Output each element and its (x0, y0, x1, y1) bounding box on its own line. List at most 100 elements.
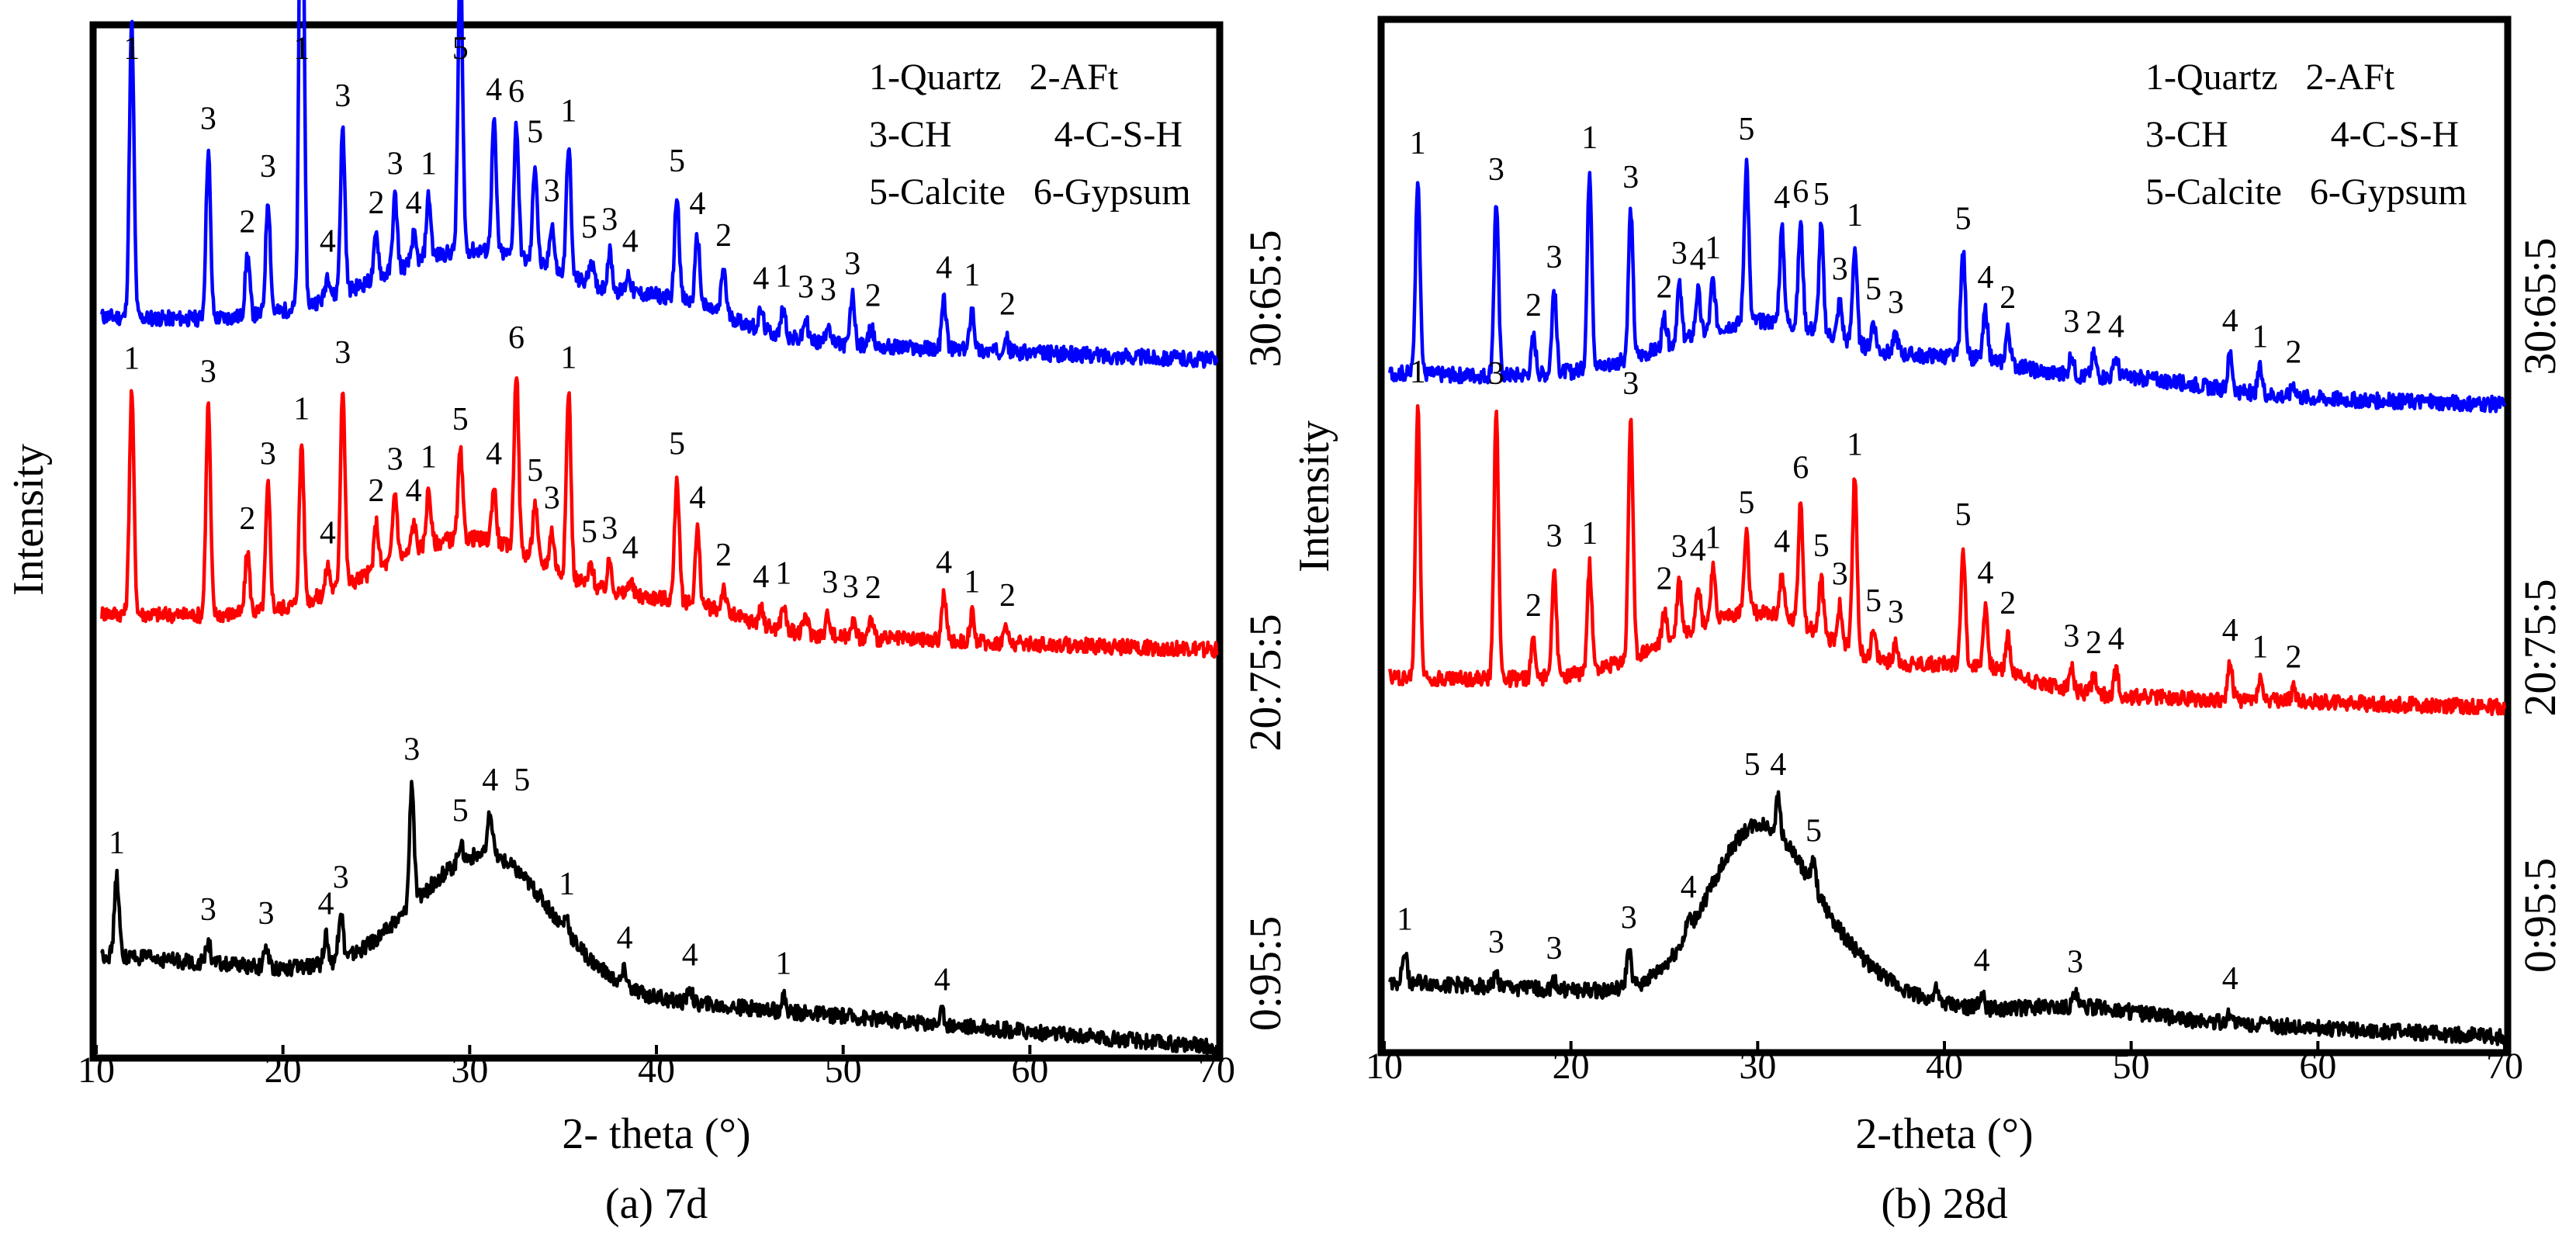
peak-label: 4 (2108, 621, 2124, 657)
peak-label: 4 (1977, 260, 1993, 296)
series-line-30-65-5 (1387, 157, 2507, 413)
x-axis-ticks: 10 20 30 40 50 60 70 (1366, 1041, 2523, 1087)
peak-label: 5 (1738, 112, 1754, 147)
peak-label: 3 (200, 355, 216, 390)
series-label: 0:95:5 (2515, 858, 2565, 973)
plot-frame (1377, 16, 2512, 1057)
peak-label: 2 (369, 185, 385, 221)
x-tick-label: 50 (2113, 1046, 2150, 1087)
peak-label: 1 (1581, 516, 1598, 552)
peak-label: 2 (2286, 640, 2302, 676)
peak-label: 5 (452, 402, 469, 438)
x-axis-label: 2- theta (°) (562, 1110, 750, 1158)
peak-label: 2 (715, 218, 732, 254)
peak-label: 3 (1888, 595, 1904, 631)
peak-label: 4 (406, 185, 422, 221)
peak-label: 1 (123, 31, 140, 67)
peak-label: 3 (333, 860, 349, 896)
peak-label: 3 (1488, 152, 1504, 188)
peak-label: 3 (1546, 240, 1563, 275)
series-line-0-95-5 (100, 780, 1219, 1056)
peak-label: 1 (1705, 521, 1721, 556)
peak-label: 1 (1847, 198, 1863, 233)
peak-label: 1 (2252, 320, 2268, 355)
series-label: 20:75:5 (1240, 614, 1290, 751)
peak-label: 1 (1847, 427, 1863, 463)
peak-label: 4 (617, 920, 633, 956)
peak-label: 3 (1488, 356, 1504, 392)
series-line-20-75-5 (99, 375, 1219, 659)
series-label: 20:75:5 (2515, 579, 2565, 716)
x-tick-label: 40 (638, 1050, 675, 1091)
legend-line: 5-Calcite 6-Gypsum (2145, 171, 2467, 213)
peak-label: 2 (369, 473, 385, 509)
peak-label: 1 (560, 93, 576, 129)
peak-label: 3 (1546, 931, 1563, 967)
peak-label: 4 (1774, 180, 1790, 216)
peak-label: 3 (1621, 901, 1637, 936)
peak-label: 4 (2222, 961, 2238, 997)
peak-label: 1 (775, 259, 791, 295)
x-tick-label: 10 (1366, 1046, 1403, 1087)
peak-label: 5 (1806, 814, 1822, 849)
x-tick-label: 20 (1553, 1046, 1590, 1087)
peak-label: 3 (2067, 945, 2083, 981)
peak-label: 3 (1671, 529, 1688, 565)
peak-label: 2 (865, 278, 881, 314)
peak-label: 5 (452, 794, 469, 829)
peak-label: 6 (508, 74, 525, 109)
peak-label: 3 (820, 272, 836, 308)
peak-label: 4 (320, 516, 336, 552)
peak-label: 6 (1792, 175, 1809, 210)
peak-label: 1 (1397, 901, 1413, 937)
peak-label: 4 (1974, 943, 1990, 979)
peak-label: 4 (2108, 309, 2124, 344)
peak-label: 2 (999, 287, 1016, 323)
peak-label: 3 (1546, 518, 1563, 554)
peak-label: 1 (293, 392, 310, 427)
peak-label: 4 (1770, 747, 1786, 783)
peak-label: 3 (1488, 925, 1504, 960)
peak-label: 3 (544, 174, 560, 209)
peak-label: 5 (581, 514, 597, 550)
peak-label: 3 (1671, 236, 1688, 272)
peak-label: 4 (482, 763, 498, 798)
peak-label: 3 (601, 511, 618, 547)
panel-caption: (a) 7d (605, 1180, 708, 1228)
peak-label: 3 (387, 147, 403, 182)
peak-label: 1 (1705, 230, 1721, 266)
peak-label: 3 (258, 896, 275, 932)
peak-label: 2 (2086, 305, 2102, 341)
series-line-30-65-5 (99, 0, 1219, 369)
peak-label: 2 (1525, 288, 1542, 323)
peak-label: 3 (2063, 619, 2079, 655)
peak-label: 3 (200, 101, 216, 137)
peak-label: 5 (527, 453, 543, 489)
peak-label: 3 (334, 78, 351, 114)
x-tick-label: 30 (451, 1050, 488, 1091)
x-tick-label: 20 (265, 1050, 302, 1091)
legend-line: 1-Quartz 2-AFt (869, 57, 1119, 98)
legend: 1-Quartz 2-AFt 3-CH 4-C-S-H 5-Calcite 6-… (869, 57, 1191, 213)
legend: 1-Quartz 2-AFt 3-CH 4-C-S-H 5-Calcite 6-… (2145, 57, 2467, 213)
x-tick-label: 10 (78, 1050, 115, 1091)
peak-label: 2 (239, 501, 255, 537)
peak-label: 5 (1744, 747, 1761, 783)
x-tick-label: 30 (1739, 1046, 1776, 1087)
peak-label: 3 (260, 149, 276, 185)
x-axis-label: 2-theta (°) (1855, 1110, 2033, 1158)
peak-label: 1 (1410, 126, 1426, 161)
peak-label: 3 (200, 892, 216, 928)
peak-label: 1 (775, 946, 791, 982)
peak-label: 3 (1832, 556, 1848, 592)
peak-label: 4 (2222, 303, 2238, 339)
peak-label: 4 (318, 886, 334, 922)
peak-label: 1 (1410, 355, 1426, 390)
legend-line: 1-Quartz 2-AFt (2145, 57, 2395, 98)
peak-label: 4 (936, 250, 952, 285)
x-tick-label: 60 (1011, 1050, 1048, 1091)
peak-label: 4 (406, 473, 422, 509)
